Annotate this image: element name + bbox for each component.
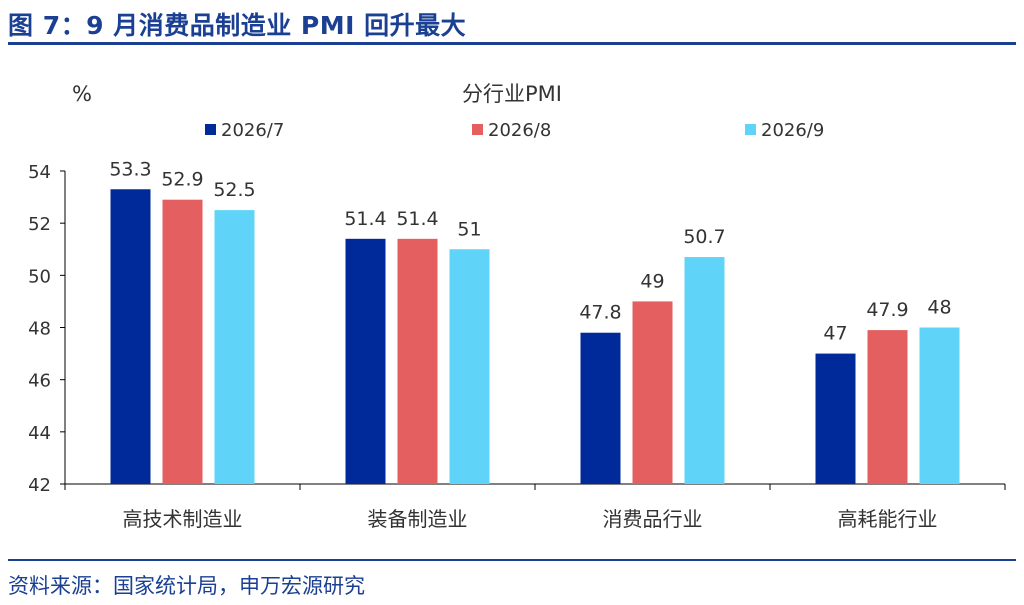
x-category-label: 消费品行业 <box>603 507 703 531</box>
y-tick-label: 44 <box>28 423 51 444</box>
data-label: 49 <box>640 270 664 292</box>
x-category-label: 装备制造业 <box>368 507 468 531</box>
legend-swatch <box>472 124 483 135</box>
legend-label: 2026/8 <box>488 120 551 141</box>
chart-title: 分行业PMI <box>462 82 562 106</box>
y-tick-label: 52 <box>28 214 51 235</box>
data-label: 51.4 <box>344 208 386 230</box>
bar <box>580 332 621 484</box>
source-note: 资料来源：国家统计局，申万宏源研究 <box>8 574 365 598</box>
legend-swatch <box>745 124 756 135</box>
y-tick-label: 48 <box>28 319 51 340</box>
data-label: 47 <box>823 323 847 345</box>
data-label: 48 <box>927 297 951 319</box>
legend-label: 2026/7 <box>221 120 284 141</box>
data-label: 47.9 <box>866 299 908 321</box>
bar <box>110 189 151 484</box>
bar <box>684 257 725 484</box>
title-divider <box>8 42 1016 45</box>
legend-swatch <box>205 124 216 135</box>
legend-label: 2026/9 <box>761 120 824 141</box>
figure-title: 图 7：9 月消费品制造业 PMI 回升最大 <box>8 11 467 40</box>
bar <box>397 238 438 484</box>
y-tick-label: 42 <box>28 475 51 496</box>
data-label: 53.3 <box>109 158 151 180</box>
bar <box>919 327 960 484</box>
x-category-label: 高耗能行业 <box>838 507 938 531</box>
bar <box>867 330 908 484</box>
data-label: 51 <box>457 218 481 240</box>
bar <box>815 353 856 484</box>
y-axis-unit: % <box>72 82 92 106</box>
y-tick-label: 54 <box>28 162 51 183</box>
x-category-label: 高技术制造业 <box>123 507 243 531</box>
bar <box>632 301 673 484</box>
data-label: 47.8 <box>579 302 621 324</box>
bar <box>214 210 255 484</box>
data-label: 52.5 <box>213 179 255 201</box>
bar <box>449 249 490 484</box>
source-divider <box>8 559 1016 561</box>
bar <box>162 199 203 485</box>
bar <box>345 238 386 484</box>
data-label: 52.9 <box>161 169 203 191</box>
y-tick-label: 46 <box>28 371 51 392</box>
bar-chart: 42 44 46 48 50 52 54% 分行业PMI 高技术制造业 装备制造业 消费品行业 高耗能… <box>28 82 1006 531</box>
data-label: 50.7 <box>683 226 725 248</box>
data-label: 51.4 <box>396 208 438 230</box>
y-tick-label: 50 <box>28 266 51 287</box>
